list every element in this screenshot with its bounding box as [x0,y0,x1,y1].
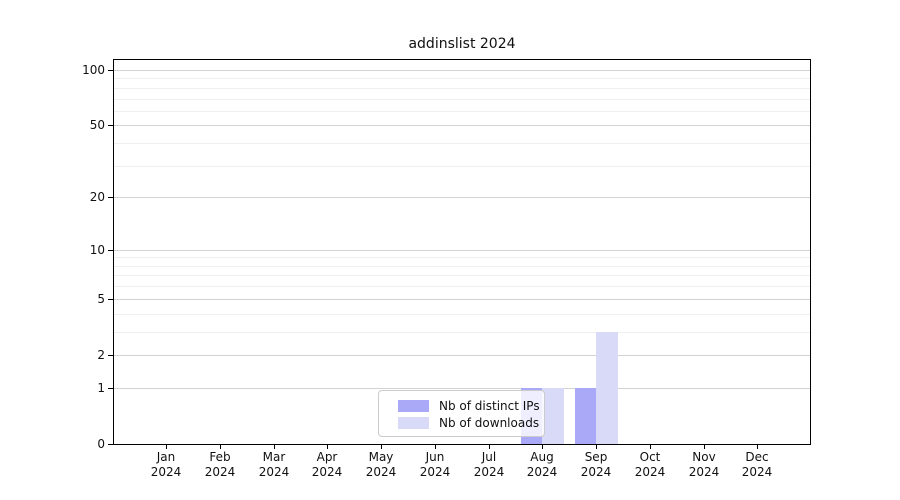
x-tick-mark-jul [489,445,490,449]
x-tick-year: 2024 [580,465,612,479]
x-tick-month: Jul [481,450,497,464]
x-tick-mark-jan [166,445,167,449]
y-tick-label-50: 50 [89,118,105,132]
y-tick-label-5: 5 [97,292,105,306]
legend-item-downloads: Nb of downloads [391,415,540,433]
gridline-minor-80 [114,88,810,89]
x-tick-year: 2024 [688,465,720,479]
gridline-major-10 [114,250,810,251]
x-tick-year: 2024 [258,465,290,479]
y-tick-mark-20 [108,197,113,198]
x-tick-mark-jun [435,445,436,449]
x-tick-label-oct: Oct 2024 [622,450,678,480]
x-tick-mark-feb [220,445,221,449]
x-tick-year: 2024 [204,465,236,479]
gridline-major-100 [114,70,810,71]
y-tick-mark-10 [108,250,113,251]
x-tick-month: Jan [156,450,176,464]
chart-title: addinslist 2024 [408,36,516,52]
y-tick-mark-1 [108,388,113,389]
gridline-minor-60 [114,111,810,112]
gridline-major-5 [114,299,810,300]
x-tick-mark-nov [704,445,705,449]
x-tick-mark-may [381,445,382,449]
x-tick-year: 2024 [311,465,343,479]
x-tick-mark-oct [650,445,651,449]
y-tick-mark-2 [108,355,113,356]
x-tick-label-mar: Mar 2024 [246,450,302,480]
x-tick-label-feb: Feb 2024 [192,450,248,480]
gridline-major-50 [114,125,810,126]
gridline-minor-30 [114,166,810,167]
gridline-minor-3 [114,332,810,333]
x-tick-month: Mar [262,450,286,464]
x-tick-mark-apr [327,445,328,449]
x-tick-month: Apr [316,450,338,464]
x-tick-year: 2024 [473,465,505,479]
gridline-minor-6 [114,286,810,287]
legend-swatch-downloads [398,417,429,430]
gridline-minor-4 [114,314,810,315]
x-tick-year: 2024 [365,465,397,479]
x-tick-month: Oct [639,450,661,464]
x-tick-year: 2024 [419,465,451,479]
legend-swatch-distinct-ips [398,399,429,412]
x-tick-label-may: May 2024 [353,450,409,480]
gridline-minor-9 [114,257,810,258]
legend: Nb of distinct IPs Nb of downloads [378,390,545,437]
y-tick-label-10: 10 [89,243,105,257]
x-tick-label-jan: Jan 2024 [138,450,194,480]
gridline-minor-8 [114,266,810,267]
bar-sep-nb-of-distinct-ips [574,387,597,444]
x-tick-mark-aug [542,445,543,449]
legend-item-distinct-ips: Nb of distinct IPs [391,397,540,415]
x-tick-mark-dec [757,445,758,449]
y-tick-label-2: 2 [97,348,105,362]
x-tick-month: Jun [425,450,445,464]
y-tick-label-1: 1 [97,381,105,395]
gridline-minor-40 [114,143,810,144]
x-tick-year: 2024 [150,465,182,479]
gridline-minor-7 [114,275,810,276]
gridline-major-20 [114,197,810,198]
y-tick-mark-0 [108,444,113,445]
bar-aug-nb-of-downloads [542,387,564,444]
x-tick-month: Aug [530,450,554,464]
x-tick-label-apr: Apr 2024 [299,450,355,480]
x-tick-month: Sep [584,450,608,464]
x-tick-year: 2024 [526,465,558,479]
y-tick-label-0: 0 [97,437,105,451]
gridline-minor-70 [114,99,810,100]
x-tick-month: Feb [209,450,231,464]
x-tick-month: Dec [745,450,769,464]
x-tick-label-nov: Nov 2024 [676,450,732,480]
bar-sep-nb-of-downloads [596,331,618,444]
x-tick-label-jun: Jun 2024 [407,450,463,480]
gridline-major-2 [114,355,810,356]
x-tick-year: 2024 [741,465,773,479]
y-tick-mark-50 [108,125,113,126]
x-tick-year: 2024 [634,465,666,479]
y-tick-mark-5 [108,299,113,300]
gridline-minor-90 [114,78,810,79]
x-tick-mark-mar [274,445,275,449]
x-tick-label-sep: Sep 2024 [568,450,624,480]
legend-label-downloads: Nb of downloads [439,416,540,431]
y-tick-label-100: 100 [82,63,105,77]
x-tick-label-aug: Aug 2024 [514,450,570,480]
y-tick-label-20: 20 [89,190,105,204]
x-tick-label-dec: Dec 2024 [729,450,785,480]
legend-label-distinct-ips: Nb of distinct IPs [439,398,540,413]
y-tick-mark-100 [108,70,113,71]
x-tick-label-jul: Jul 2024 [461,450,517,480]
x-tick-month: May [368,450,394,464]
x-tick-mark-sep [596,445,597,449]
x-tick-month: Nov [692,450,716,464]
gridline-major-1 [114,388,810,389]
